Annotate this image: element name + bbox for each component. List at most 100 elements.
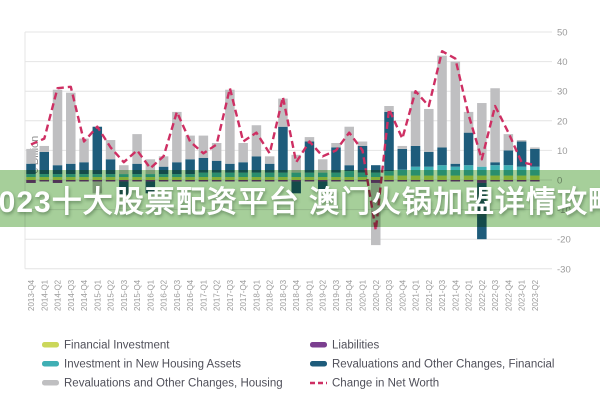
bar-segment (304, 141, 315, 173)
bar-segment (66, 163, 76, 175)
x-axis-tick-label: 2014-Q4 (80, 279, 89, 311)
bar-segment (384, 106, 394, 112)
x-axis-tick-label: 2018-Q3 (279, 279, 288, 311)
x-axis-tick-label: 2016-Q1 (146, 279, 155, 311)
bar-segment (384, 111, 394, 172)
promo-banner-overlay (0, 170, 600, 227)
bar-segment (52, 89, 63, 166)
bar-segment (92, 126, 103, 175)
legend-swatch (310, 361, 327, 367)
bar-segment (52, 165, 63, 175)
x-axis-tick-label: 2014-Q1 (40, 279, 49, 311)
y-axis-tick-label: 30 (557, 87, 568, 98)
x-axis-tick-label: 2020-Q2 (372, 279, 381, 311)
bar-segment (278, 126, 288, 173)
bar-segment (410, 91, 421, 146)
x-axis-tick-label: 2020-Q4 (398, 279, 407, 311)
bar-segment (530, 147, 540, 149)
bar-segment (516, 141, 527, 167)
bar-segment (264, 156, 275, 164)
x-axis-tick-label: 2015-Q1 (93, 279, 102, 311)
legend-item-label: Revaluations and Other Changes, Housing (64, 378, 283, 390)
bar-segment (158, 156, 169, 167)
x-axis-tick-label: 2015-Q3 (120, 279, 129, 311)
bar-segment (477, 103, 487, 167)
x-axis-tick-label: 2021-Q2 (425, 279, 434, 311)
bar-segment (344, 126, 354, 166)
bar-segment (39, 145, 50, 152)
bar-segment (79, 138, 89, 163)
legend-item-label: Change in Net Worth (332, 378, 439, 390)
bar-segment (424, 151, 434, 167)
x-axis-tick-label: 2018-Q1 (252, 279, 261, 311)
bar-segment (66, 92, 76, 164)
x-axis-tick-label: 2022-Q1 (465, 279, 474, 311)
x-axis-tick-label: 2019-Q1 (305, 279, 314, 311)
bar-segment (225, 163, 235, 173)
x-axis-tick-label: 2014-Q2 (54, 279, 63, 311)
bar-segment (463, 111, 474, 133)
bar-segment (198, 157, 209, 173)
legend-item-label: Financial Investment (64, 340, 170, 352)
legend-swatch (310, 342, 327, 348)
bar-segment (397, 148, 408, 170)
bar-segment (185, 159, 195, 175)
bar-segment (516, 140, 527, 142)
x-axis-tick-label: 2017-Q1 (199, 279, 208, 311)
bar-segment (317, 159, 328, 173)
x-axis-tick-label: 2021-Q4 (451, 279, 460, 311)
bar-segment (145, 159, 156, 175)
legend-swatch (42, 361, 59, 367)
legend-item-label: Liabilities (332, 340, 380, 352)
x-axis-tick-label: 2022-Q4 (504, 279, 513, 311)
x-axis-tick-label: 2022-Q3 (491, 279, 500, 311)
bar-segment (278, 98, 288, 127)
bar-segment (211, 143, 222, 161)
bar-segment (424, 108, 434, 152)
y-axis-tick-label: 20 (557, 116, 568, 127)
bar-segment (291, 154, 301, 173)
bar-segment (450, 163, 461, 167)
x-axis-tick-label: 2023-Q2 (531, 279, 540, 311)
y-axis-tick-label: 50 (557, 28, 568, 39)
x-axis-tick-label: 2016-Q2 (160, 279, 169, 311)
x-axis-tick-label: 2020-Q3 (385, 279, 394, 311)
bar-segment (251, 156, 262, 173)
bar-segment (463, 132, 474, 166)
y-axis-tick-label: 10 (557, 146, 568, 157)
x-axis-tick-label: 2016-Q4 (186, 279, 195, 311)
bar-segment (251, 125, 262, 157)
bar-segment (172, 111, 182, 163)
bar-segment (450, 61, 461, 164)
bar-segment (132, 134, 142, 164)
x-axis-tick-label: 2016-Q3 (173, 279, 182, 311)
x-axis-tick-label: 2019-Q2 (319, 279, 328, 311)
bar-segment (357, 145, 368, 173)
bar-segment (503, 150, 514, 166)
x-axis-tick-label: 2013-Q4 (27, 279, 36, 311)
bar-segment (211, 160, 222, 173)
bar-segment (79, 162, 89, 175)
x-axis-tick-label: 2022-Q2 (478, 279, 487, 311)
bar-segment (344, 165, 354, 172)
x-axis-tick-label: 2017-Q3 (226, 279, 235, 311)
bar-segment (105, 140, 116, 160)
bar-segment (225, 89, 235, 164)
bar-segment (490, 88, 500, 163)
bar-segment (357, 141, 368, 146)
bar-segment (437, 147, 447, 166)
bar-segment (530, 148, 540, 167)
bar-segment (132, 163, 142, 175)
bar-segment (331, 143, 341, 148)
bar-segment (172, 162, 182, 175)
legend-swatch (42, 380, 59, 386)
x-axis-tick-label: 2019-Q4 (345, 279, 354, 311)
bar-segment (238, 143, 248, 163)
x-axis-tick-label: 2019-Q3 (332, 279, 341, 311)
bar-segment (238, 162, 248, 173)
legend-item-label: Revaluations and Other Changes, Financia… (332, 359, 554, 371)
x-axis-tick-label: 2017-Q4 (239, 279, 248, 311)
x-axis-tick-label: 2018-Q2 (266, 279, 275, 311)
net-worth-line (30, 50, 536, 232)
